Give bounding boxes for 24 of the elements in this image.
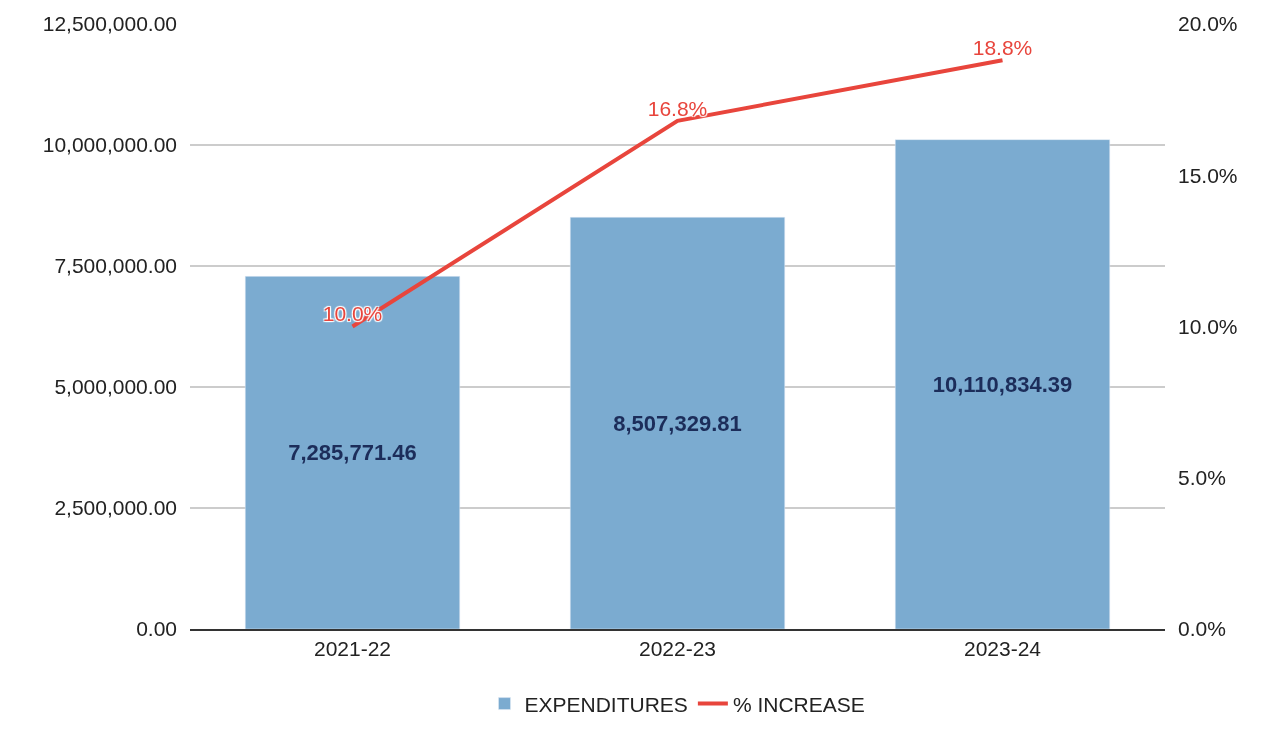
y2-tick-label: 5.0% xyxy=(1178,466,1226,490)
bar xyxy=(895,139,1110,629)
y-tick-label: 5,000,000.00 xyxy=(54,375,177,399)
bar xyxy=(570,217,785,629)
y2-tick-label: 20.0% xyxy=(1178,12,1238,36)
data-label: 8,507,329.81 xyxy=(613,410,742,436)
y-tick-label: 12,500,000.00 xyxy=(42,12,177,36)
y2-tick-label: 0.0% xyxy=(1178,617,1226,641)
y2-tick-label: 15.0% xyxy=(1178,163,1238,187)
y-tick-label: 0.00 xyxy=(136,617,177,641)
legend-label: EXPENDITURES xyxy=(524,692,688,716)
y-tick-label: 2,500,000.00 xyxy=(54,496,177,520)
legend-label: % INCREASE xyxy=(732,692,865,716)
y-tick-label: 7,500,000.00 xyxy=(54,254,177,278)
x-tick-label: 2022-23 xyxy=(638,637,717,661)
x-tick-label: 2021-22 xyxy=(313,637,392,661)
data-label: 18.8% xyxy=(972,36,1033,60)
data-label: 10,110,834.39 xyxy=(932,371,1073,397)
data-label: 7,285,771.46 xyxy=(288,440,417,466)
x-tick-label: 2023-24 xyxy=(963,637,1042,661)
bar xyxy=(245,276,460,629)
data-label: 16.8% xyxy=(647,96,708,120)
y-tick-label: 10,000,000.00 xyxy=(42,133,177,157)
y2-tick-label: 10.0% xyxy=(1178,314,1238,338)
